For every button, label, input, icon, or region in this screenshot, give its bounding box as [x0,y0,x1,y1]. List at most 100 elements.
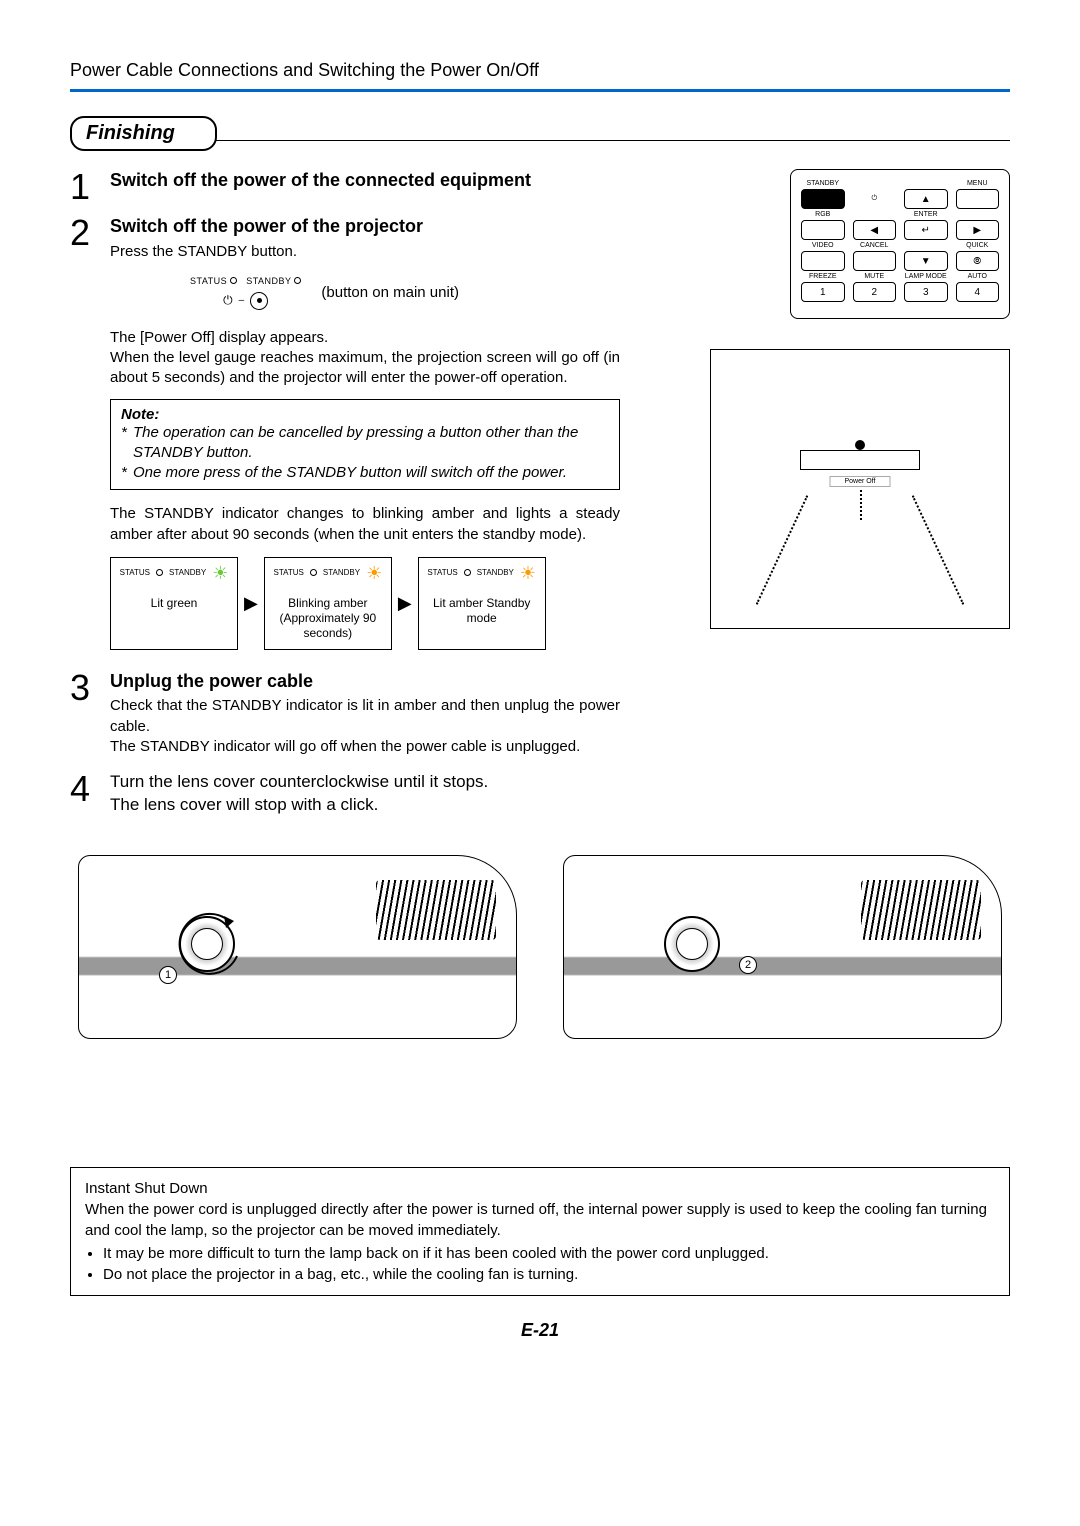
badge-number: 2 [739,956,757,974]
remote-button: ⦾ [956,251,1000,271]
remote-button: 3 [904,282,948,302]
indicator-diagram: STATUS STANDBY ⏻ – (button on main un [190,276,620,310]
knob-icon [855,440,865,450]
badge-number: 1 [159,966,177,984]
sun-icon: ☀ [212,566,228,580]
step-2: 2 Switch off the power of the projector … [70,215,620,650]
remote-label: CANCEL [853,242,897,249]
step-number: 2 [70,215,98,650]
remote-label: MENU [956,180,1000,187]
step-3: 3 Unplug the power cable Check that the … [70,670,620,757]
step-4: 4 Turn the lens cover counterclockwise u… [70,771,620,817]
projector-image-right: 2 [555,847,1010,1047]
remote-label: VIDEO [801,242,845,249]
remote-button [801,189,845,209]
footer-bullet: Do not place the projector in a bag, etc… [103,1264,995,1285]
status-label: STATUS [120,568,150,577]
arrow-icon: ▶ [398,593,412,614]
projector-image-left: 1 [70,847,525,1047]
ray-icon [860,490,862,520]
projector-outline: 2 [563,855,1002,1039]
dash-icon: – [239,295,245,306]
note-item: The operation can be cancelled by pressi… [121,423,609,464]
remote-button: ◀ [853,220,897,240]
note-item: One more press of the STANDBY button wil… [121,463,609,483]
step-para: The [Power Off] display appears. When th… [110,328,620,389]
standby-label: STANDBY [169,568,206,577]
step-text: Press the STANDBY button. [110,242,620,262]
led-state-diagram: STATUS STANDBY ☀ Lit green ▶ STATUS STAN… [110,557,620,650]
sun-icon: ☀ [366,566,382,580]
status-label: STATUS [273,568,303,577]
step-number: 1 [70,169,98,205]
button-caption: (button on main unit) [321,284,459,301]
led-caption: Lit amber Standby mode [423,596,541,626]
footer-bullet: It may be more difficult to turn the lam… [103,1243,995,1264]
projector-images-row: 1 2 [70,847,1010,1047]
status-label: STATUS [190,276,227,286]
remote-label: FREEZE [801,273,845,280]
standby-label: STANDBY [477,568,514,577]
led-icon [230,277,237,284]
remote-label: LAMP MODE [904,273,948,280]
step-title: Switch off the power of the projector [110,215,620,238]
remote-button: ↵ [904,220,948,240]
projector-side-diagram: Power Off [710,349,1010,629]
standby-label: STANDBY [323,568,360,577]
step-text: Check that the STANDBY indicator is lit … [110,696,620,757]
status-label: STATUS [427,568,457,577]
note-box: Note: The operation can be cancelled by … [110,399,620,491]
led-state-box: STATUS STANDBY ☀ Lit amber Standby mode [418,557,546,650]
remote-button: 2 [853,282,897,302]
footer-info-box: Instant Shut Down When the power cord is… [70,1167,1010,1296]
remote-label: RGB [801,211,845,218]
remote-button [853,251,897,271]
led-state-box: STATUS STANDBY ☀ Lit green [110,557,238,650]
step-text: Turn the lens cover counterclockwise unt… [110,771,620,817]
section-rule [215,140,1010,141]
remote-button: ▶ [956,220,1000,240]
led-caption: Lit green [115,596,233,611]
remote-button: 4 [956,282,1000,302]
remote-label: QUICK [956,242,1000,249]
remote-label: MUTE [853,273,897,280]
led-icon [294,277,301,284]
remote-button [956,189,1000,209]
remote-button [801,251,845,271]
remote-button [801,220,845,240]
power-off-label: Power Off [830,476,891,487]
standby-label: STANDBY [246,276,291,286]
rotate-arrow-icon [169,906,249,986]
remote-label: AUTO [956,273,1000,280]
section-label: Finishing [70,116,217,151]
section-heading-row: Finishing [70,116,1010,151]
arrow-icon: ▶ [244,593,258,614]
note-title: Note: [121,406,609,423]
step-number: 3 [70,670,98,757]
page-header: Power Cable Connections and Switching th… [70,60,1010,81]
projector-body [800,450,920,470]
step-para: The STANDBY indicator changes to blinkin… [110,504,620,545]
remote-button: ▼ [904,251,948,271]
vents-icon [861,880,981,940]
led-state-box: STATUS STANDBY ☀ Blinking amber (Approxi… [264,557,392,650]
remote-button: ▲ [904,189,948,209]
button-icon [250,292,268,310]
led-caption: Blinking amber (Approximately 90 seconds… [269,596,387,641]
lens-icon [664,916,720,972]
remote-label: STANDBY [801,180,845,187]
step-title: Unplug the power cable [110,670,620,693]
step-title: Switch off the power of the connected eq… [110,169,620,192]
ray-icon [756,495,809,605]
footer-title: Instant Shut Down [85,1178,995,1199]
ray-icon [912,495,965,605]
header-rule [70,89,1010,92]
step-number: 4 [70,771,98,817]
vents-icon [376,880,496,940]
power-icon: ⏻ [853,195,897,203]
projector-outline: 1 [78,855,517,1039]
page-number: E-21 [70,1320,1010,1341]
remote-button: 1 [801,282,845,302]
remote-label: ENTER [904,211,948,218]
remote-diagram: STANDBY MENU ⏻ ▲ RGB ENTER ◀ ↵ ▶ VIDEO C… [790,169,1010,319]
